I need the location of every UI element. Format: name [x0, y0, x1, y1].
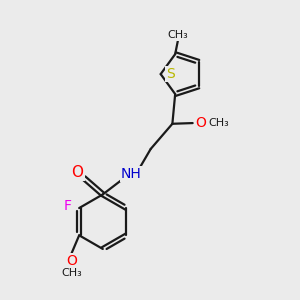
Text: S: S: [166, 67, 175, 81]
Text: O: O: [66, 254, 77, 268]
Text: F: F: [64, 199, 72, 213]
Text: O: O: [195, 116, 206, 130]
Text: NH: NH: [121, 167, 142, 181]
Text: CH₃: CH₃: [168, 30, 188, 40]
Text: O: O: [72, 165, 84, 180]
Text: CH₃: CH₃: [61, 268, 82, 278]
Text: CH₃: CH₃: [208, 118, 229, 128]
